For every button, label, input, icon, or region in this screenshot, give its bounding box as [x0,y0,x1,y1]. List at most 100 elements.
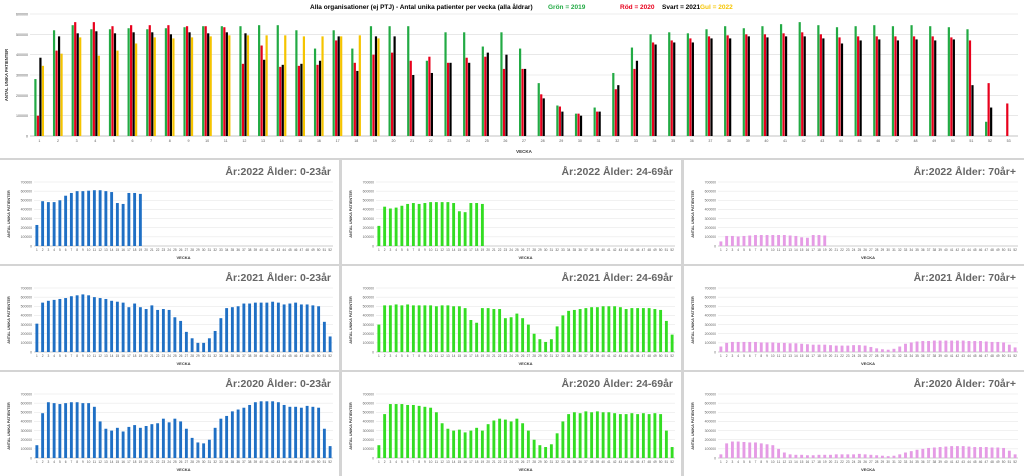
bar [598,111,601,136]
bar [475,427,479,458]
bar [705,29,708,136]
bar [840,43,844,136]
bar [185,26,189,137]
x-tick-label: 30 [202,248,206,252]
x-tick-label: 47 [895,139,899,143]
x-tick-label: 36 [236,354,240,358]
bar [574,113,578,136]
bar [305,304,309,352]
x-tick-label: 6 [65,460,67,464]
bar [955,340,959,352]
bar [880,455,884,458]
bar [886,456,890,458]
bar [927,341,931,352]
bar [121,431,125,458]
chart-2020-age-0-23: År:2020 Ålder: 0-23år 0 100000 200000 300000… [7,377,333,472]
x-tick-label: 19 [823,354,827,358]
x-tick-label: 25 [515,248,519,252]
bar [353,62,356,136]
small-chart-panel-4: År:2021 Ålder: 24-69år 0 100000 200000 30000… [342,266,681,370]
x-tick-label: 26 [521,354,525,358]
x-tick-label: 19 [823,248,827,252]
bar [299,304,303,352]
x-tick-label: 23 [846,460,850,464]
x-tick-label: 21 [150,460,154,464]
x-tick-label: 49 [932,139,936,143]
x-tick-label: 41 [607,460,611,464]
x-tick-label: 17 [811,460,815,464]
x-tick-label: 9 [424,248,426,252]
x-tick-label: 41 [783,139,787,143]
bar [209,36,212,136]
x-tick-label: 21 [150,248,154,252]
bar [167,422,171,458]
x-tick-label: 40 [764,139,768,143]
bar [521,423,525,458]
panel-title: År:2021 Ålder: 0-23år [225,271,331,284]
x-tick-label: 31 [892,248,896,252]
x-tick-label: 7 [70,354,72,358]
x-tick-label: 21 [834,460,838,464]
x-tick-label: 1 [720,460,722,464]
bar [46,202,50,246]
x-tick-label: 45 [973,248,977,252]
panel-title: År:2021 Ålder: 70år+ [914,271,1016,284]
x-tick-label: 11 [93,460,97,464]
x-tick-label: 7 [70,460,72,464]
bar [492,420,496,458]
x-tick-label: 3 [732,460,734,464]
bar [74,22,77,137]
x-tick-label: 8 [760,354,762,358]
x-tick-label: 33 [561,354,565,358]
x-tick-label: 52 [670,354,674,358]
bar [801,32,804,136]
bar [822,38,825,136]
bar [393,36,396,136]
bar [394,304,398,352]
x-tick-label: 48 [990,460,994,464]
bar [654,44,657,136]
bar [967,341,971,352]
x-tick-label: 48 [647,460,651,464]
bar [127,307,131,352]
bar [400,404,404,458]
bar [288,303,292,352]
y-tick-label: 400000 [705,208,716,212]
bar [934,40,937,136]
x-tick-label: 13 [261,139,265,143]
bar [104,191,108,246]
bar [730,441,734,458]
bar [328,336,332,352]
y-tick-label: 200000 [705,438,716,442]
bar [647,414,651,458]
bar [840,454,844,458]
x-tick-label: 8 [76,354,78,358]
x-tick-label: 40 [259,460,263,464]
x-tick-label: 39 [254,354,258,358]
bar [725,342,729,352]
bar [358,35,361,136]
bar [150,424,154,458]
x-tick-label: 30 [578,139,582,143]
bar [260,45,263,137]
x-tick-label: 40 [259,248,263,252]
y-tick-label: 300000 [363,429,374,433]
bar [457,306,461,352]
x-tick-label: 46 [636,354,640,358]
x-tick-label: 17 [127,354,131,358]
x-axis-label: VECKA [518,255,532,260]
x-tick-label: 1 [378,248,380,252]
y-tick-label: 600000 [705,295,716,299]
bar [146,29,149,136]
small-chart-panel-3: År:2021 Ålder: 0-23år 0 100000 200000 300000… [0,266,339,370]
bar [411,305,415,352]
bar [372,54,375,136]
bar [457,211,461,246]
bar [979,341,982,352]
x-tick-label: 4 [53,460,55,464]
x-tick-label: 10 [205,139,209,143]
bar [486,308,490,352]
y-tick-label: 500000 [21,305,32,309]
x-tick-label: 29 [559,139,563,143]
x-tick-label: 29 [881,248,885,252]
